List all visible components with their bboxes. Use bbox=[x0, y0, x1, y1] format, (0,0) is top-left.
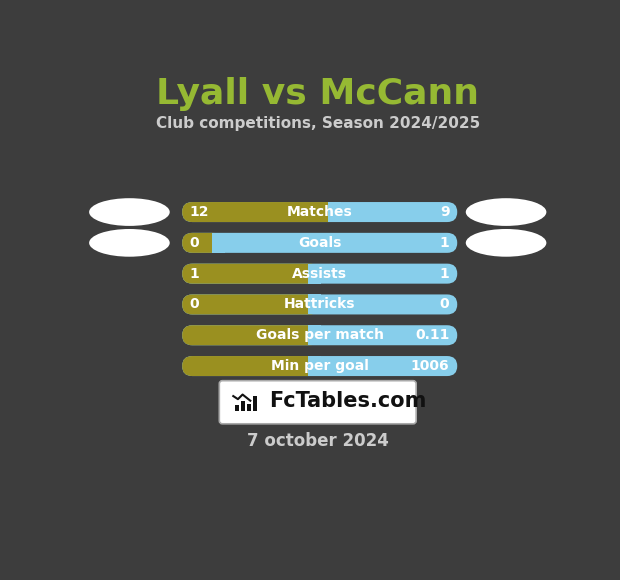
FancyBboxPatch shape bbox=[182, 356, 458, 376]
Text: Hattricks: Hattricks bbox=[284, 298, 355, 311]
Text: 1: 1 bbox=[440, 236, 450, 250]
Text: 1006: 1006 bbox=[411, 359, 449, 373]
FancyBboxPatch shape bbox=[182, 295, 320, 314]
FancyBboxPatch shape bbox=[182, 202, 340, 222]
Bar bbox=[247, 404, 251, 411]
Text: 9: 9 bbox=[440, 205, 450, 219]
FancyBboxPatch shape bbox=[219, 380, 416, 424]
Text: Assists: Assists bbox=[292, 267, 347, 281]
Bar bbox=[308, 295, 321, 314]
FancyBboxPatch shape bbox=[182, 264, 458, 284]
Text: Matches: Matches bbox=[287, 205, 353, 219]
Bar bbox=[235, 405, 239, 411]
Ellipse shape bbox=[466, 229, 546, 257]
Ellipse shape bbox=[89, 229, 170, 257]
Text: 1: 1 bbox=[440, 267, 450, 281]
FancyBboxPatch shape bbox=[182, 325, 320, 345]
FancyBboxPatch shape bbox=[182, 264, 320, 284]
Bar bbox=[212, 233, 225, 253]
Bar bbox=[308, 356, 321, 376]
Ellipse shape bbox=[466, 198, 546, 226]
FancyBboxPatch shape bbox=[182, 295, 458, 314]
Ellipse shape bbox=[89, 198, 170, 226]
Bar bbox=[308, 325, 321, 345]
Text: Goals per match: Goals per match bbox=[255, 328, 384, 342]
Text: Goals: Goals bbox=[298, 236, 342, 250]
Bar bbox=[241, 401, 245, 411]
Text: 7 october 2024: 7 october 2024 bbox=[247, 432, 389, 450]
Bar bbox=[254, 396, 257, 411]
Text: 0: 0 bbox=[190, 298, 200, 311]
Text: 0: 0 bbox=[440, 298, 450, 311]
Text: Min per goal: Min per goal bbox=[271, 359, 369, 373]
FancyBboxPatch shape bbox=[182, 356, 320, 376]
FancyBboxPatch shape bbox=[182, 202, 458, 222]
Text: 0.11: 0.11 bbox=[415, 328, 450, 342]
Text: FcTables.com: FcTables.com bbox=[269, 392, 427, 411]
Text: 12: 12 bbox=[190, 205, 210, 219]
FancyBboxPatch shape bbox=[182, 233, 223, 253]
Bar bbox=[308, 264, 321, 284]
FancyBboxPatch shape bbox=[182, 233, 458, 253]
FancyBboxPatch shape bbox=[182, 325, 458, 345]
Text: 1: 1 bbox=[190, 267, 200, 281]
Text: Lyall vs McCann: Lyall vs McCann bbox=[156, 77, 479, 111]
Text: 0: 0 bbox=[190, 236, 200, 250]
Bar bbox=[328, 202, 341, 222]
Text: Club competitions, Season 2024/2025: Club competitions, Season 2024/2025 bbox=[156, 116, 480, 131]
